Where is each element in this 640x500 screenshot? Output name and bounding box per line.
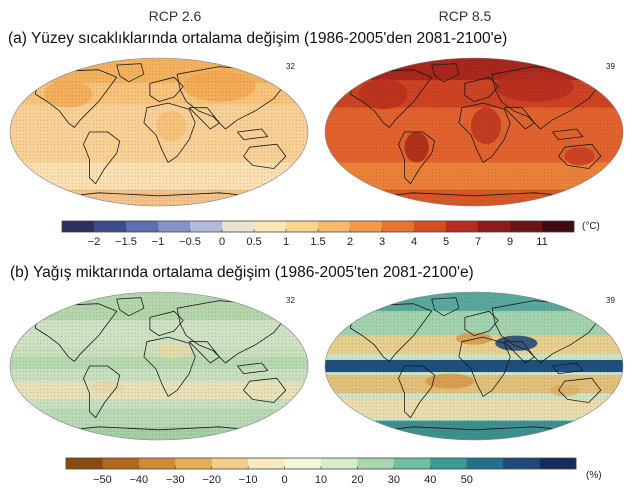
colorbar-swatch: [350, 221, 383, 232]
colorbar-tick-label: 9: [506, 236, 514, 248]
colorbar-swatch: [284, 458, 322, 469]
model-count-left: 32: [286, 62, 295, 71]
temperature-map-rcp26: [9, 57, 309, 207]
temperature-colorbar: [61, 220, 575, 233]
precipitation-unit: (%): [586, 470, 602, 481]
colorbar-swatch: [382, 221, 415, 232]
colorbar-tick-label: 50: [460, 474, 473, 486]
colorbar-tick-label: 11: [536, 236, 548, 248]
scenario-label-right: RCP 8.5: [438, 8, 492, 24]
colorbar-swatch: [126, 221, 159, 232]
colorbar-swatch: [254, 221, 287, 232]
colorbar-swatch: [430, 458, 468, 469]
colorbar-tick-label: 5: [442, 236, 450, 248]
colorbar-tick-label: 30: [387, 474, 400, 486]
temperature-colorbar-ticks: −2 −1.5 −1 −0.5 0 0.5 1 1.5 2 3 4 5 7 9 11: [62, 236, 574, 250]
model-count-left-b: 32: [286, 296, 295, 305]
colorbar-swatch: [357, 458, 395, 469]
colorbar-swatch: [542, 221, 575, 232]
colorbar-swatch: [539, 458, 577, 469]
colorbar-swatch: [222, 221, 255, 232]
precipitation-colorbar-ticks: −50 −40 −30 −20 −10 0 10 20 30 40 50: [66, 474, 576, 488]
temperature-map-rcp85: [324, 57, 624, 207]
model-count-right: 39: [606, 62, 615, 71]
colorbar-tick-label: −40: [129, 474, 149, 486]
precipitation-colorbar: [65, 457, 577, 470]
precipitation-map-rcp26: [9, 291, 309, 441]
colorbar-tick-label: −50: [93, 474, 112, 486]
colorbar-swatch: [318, 221, 351, 232]
colorbar-tick-label: 3: [378, 236, 386, 248]
colorbar-tick-label: −0.5: [179, 236, 201, 248]
colorbar-tick-label: −30: [165, 474, 185, 486]
colorbar-tick-label: 20: [351, 474, 364, 486]
colorbar-swatch: [286, 221, 319, 232]
colorbar-tick-label: 10: [314, 474, 328, 486]
colorbar-swatch: [393, 458, 431, 469]
colorbar-swatch: [211, 458, 249, 469]
colorbar-swatch: [62, 221, 95, 232]
colorbar-tick-label: 0: [218, 236, 226, 248]
colorbar-tick-label: −1: [151, 236, 165, 248]
colorbar-tick-label: 4: [410, 236, 418, 248]
colorbar-tick-label: 2: [346, 236, 354, 248]
colorbar-tick-label: −2: [87, 236, 101, 248]
colorbar-tick-label: 1.5: [310, 236, 326, 248]
precipitation-map-rcp85: [324, 291, 624, 441]
model-count-right-b: 39: [606, 296, 615, 305]
scenario-label-left: RCP 2.6: [148, 8, 202, 24]
colorbar-swatch: [478, 221, 511, 232]
colorbar-swatch: [503, 458, 540, 469]
colorbar-swatch: [66, 458, 103, 469]
colorbar-swatch: [102, 458, 140, 469]
colorbar-tick-label: −20: [202, 474, 222, 486]
colorbar-tick-label: 7: [474, 236, 482, 248]
colorbar-swatch: [414, 221, 447, 232]
colorbar-tick-label: 40: [424, 474, 437, 486]
colorbar-swatch: [175, 458, 213, 469]
colorbar-swatch: [510, 221, 543, 232]
colorbar-swatch: [248, 458, 285, 469]
colorbar-swatch: [190, 221, 223, 232]
colorbar-tick-label: 0: [281, 474, 288, 486]
colorbar-swatch: [321, 458, 358, 469]
colorbar-swatch: [138, 458, 176, 469]
colorbar-swatch: [466, 458, 504, 469]
panel-a-title: (a) Yüzey sıcaklıklarında ortalama değiş…: [8, 30, 508, 47]
colorbar-tick-label: −1.5: [115, 236, 137, 248]
colorbar-swatch: [94, 221, 127, 232]
colorbar-tick-label: 0.5: [246, 236, 262, 248]
colorbar-swatch: [158, 221, 191, 232]
panel-b-title: (b) Yağış miktarında ortalama değişim (1…: [10, 264, 474, 281]
colorbar-tick-label: −10: [238, 474, 258, 486]
colorbar-swatch: [446, 221, 479, 232]
colorbar-tick-label: 1: [282, 236, 290, 248]
temperature-unit: (°C): [582, 221, 600, 232]
